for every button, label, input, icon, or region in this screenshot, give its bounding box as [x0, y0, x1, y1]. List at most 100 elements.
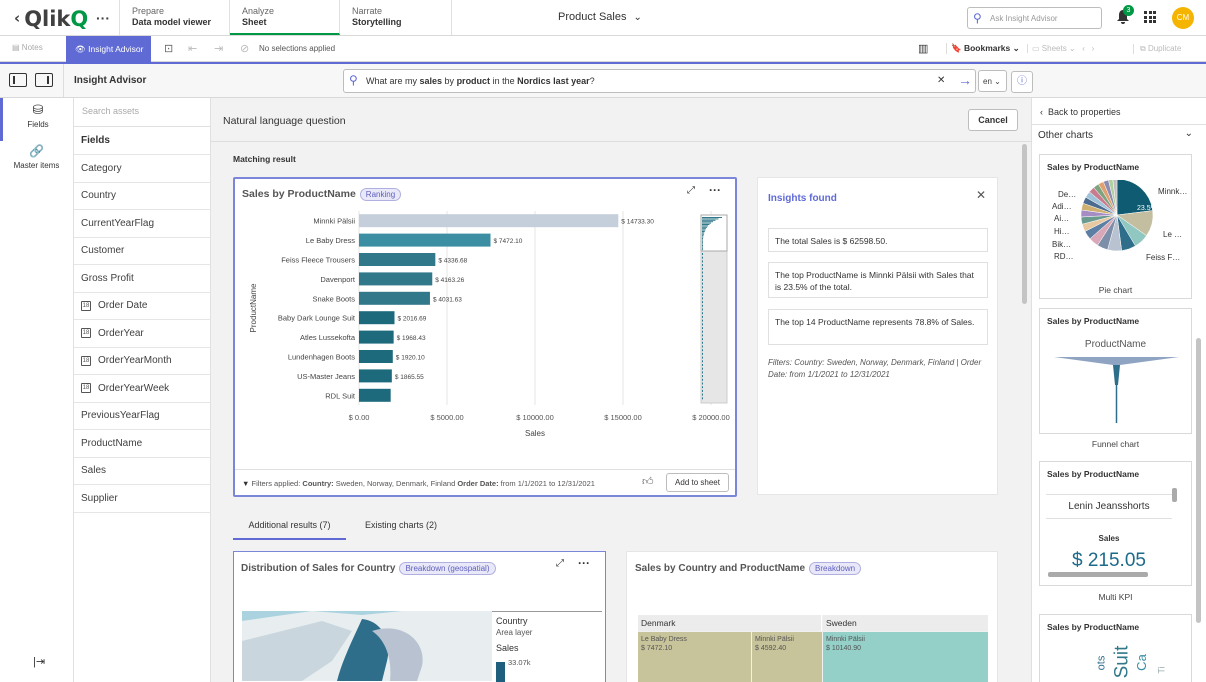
bar[interactable] — [359, 272, 433, 286]
toggle-left-panel-icon[interactable] — [9, 73, 27, 87]
tab-narrate[interactable]: Narrate Storytelling — [340, 0, 452, 35]
tab-existing-charts[interactable]: Existing charts (2) — [364, 520, 438, 530]
bar[interactable] — [359, 214, 619, 228]
field-item[interactable]: 18 OrderYear — [74, 320, 210, 348]
info-icon[interactable]: ⓘ — [1011, 71, 1033, 93]
mini-bar — [702, 278, 703, 281]
more-options-icon[interactable]: ··· — [709, 183, 721, 197]
submit-arrow-icon[interactable]: → — [958, 72, 972, 88]
language-select[interactable]: en ⌄ — [978, 70, 1007, 92]
funnel-dimension-label: ProductName — [1084, 339, 1147, 350]
insight-advisor-button[interactable]: 👁 Insight Advisor — [66, 36, 151, 62]
tab-prepare[interactable]: Prepare Data model viewer — [119, 0, 230, 35]
ask-insight-advisor-input[interactable]: ⚲ Ask Insight Advisor — [967, 7, 1102, 29]
field-item[interactable]: PreviousYearFlag — [74, 403, 210, 430]
thumb-title: Sales by ProductName — [1047, 162, 1140, 172]
more-options-icon[interactable]: ··· — [578, 556, 590, 570]
field-item[interactable]: Sales — [74, 458, 210, 485]
other-charts-header[interactable]: Other charts ⌄ — [1038, 128, 1193, 141]
sheets-button[interactable]: ▭ Sheets ⌄ ‹ › — [1027, 44, 1094, 53]
nl-query-input[interactable]: ⚲ What are my sales by product in the No… — [343, 69, 976, 93]
fields-header: Fields — [74, 127, 210, 155]
bar[interactable] — [359, 330, 394, 344]
notes-button[interactable]: ▤ Notes — [12, 43, 43, 52]
bar[interactable] — [359, 233, 491, 247]
mini-bar — [702, 247, 703, 249]
mini-bar — [702, 226, 707, 228]
treemap-cell[interactable]: Minnki Pälsii $ 10140.90 — [823, 632, 988, 682]
clear-query-icon[interactable]: ✕ — [937, 75, 946, 86]
legend-country: Country — [496, 616, 528, 626]
treemap-cell[interactable]: Le Baby Dress $ 7472.10 — [638, 632, 751, 682]
sweden-area — [337, 619, 389, 681]
field-item[interactable]: ProductName — [74, 430, 210, 458]
smart-search-icon[interactable]: ⊡ — [164, 43, 174, 55]
step-back-icon[interactable]: ⇤ — [188, 43, 198, 55]
chart-card[interactable]: Sales by ProductName Ranking ⤢ ··· $ 0.00… — [233, 177, 737, 497]
clear-selections-icon[interactable]: ⊘ — [240, 43, 250, 55]
pie-chart-thumb[interactable]: Sales by ProductName Minnk… De… Adi… Ai… Hi…… — [1039, 154, 1192, 299]
field-item[interactable]: CurrentYearFlag — [74, 210, 210, 238]
insight-advisor-title: Insight Advisor — [74, 75, 147, 86]
funnel-chart-thumb[interactable]: Sales by ProductName ProductName — [1039, 308, 1192, 434]
cancel-button[interactable]: Cancel — [968, 109, 1018, 131]
app-title[interactable]: Product Sales ⌄ — [558, 11, 642, 23]
rail-fields[interactable]: ⛁ Fields — [0, 98, 73, 141]
qlik-logo[interactable]: ‹ QlikQ — [14, 7, 89, 31]
treemap-card[interactable]: Sales by Country and ProductName Breakdow… — [626, 551, 998, 682]
field-item[interactable]: Category — [74, 155, 210, 183]
notifications-bell-icon[interactable]: 3 — [1116, 5, 1134, 25]
data-label: $ 1968.43 — [397, 335, 426, 342]
toggle-right-panel-icon[interactable] — [35, 73, 53, 87]
bar-chart[interactable]: $ 0.00 $ 5000.00 $ 10000.00 $ 15000.00 $ 200… — [235, 209, 735, 467]
map-card[interactable]: Distribution of Sales for Country Breakdo… — [233, 551, 606, 682]
chart-icon[interactable]: ▥ — [918, 43, 929, 55]
field-item[interactable]: 18 OrderYearMonth — [74, 348, 210, 375]
treemap[interactable]: Denmark Sweden Le Baby Dress $ 7472.10 Mi… — [638, 615, 988, 682]
filter-icon: ▼ — [242, 479, 250, 488]
bar[interactable] — [359, 311, 395, 325]
field-item[interactable]: Country — [74, 183, 210, 210]
close-icon[interactable]: ✕ — [976, 188, 987, 202]
field-label: OrderYearMonth — [98, 355, 172, 367]
map[interactable] — [242, 611, 492, 681]
bar[interactable] — [359, 369, 392, 383]
field-item[interactable]: 18 OrderYearWeek — [74, 375, 210, 403]
multi-kpi-thumb[interactable]: Sales by ProductName Lenin Jeansshorts S… — [1039, 461, 1192, 586]
back-chevron-icon[interactable]: ‹ — [14, 9, 21, 27]
expand-icon[interactable]: ⤢ — [687, 185, 695, 196]
pie-label: Le … — [1163, 230, 1182, 239]
more-menu-button[interactable]: ··· — [96, 10, 110, 26]
word-cloud-thumb[interactable]: Sales by ProductName ots Suit Ca Ti — [1039, 614, 1192, 682]
pie-chart-mini: Minnk… De… Adi… Ai… Hi… Bik… RD… Le … Feiss F… 23… — [1052, 180, 1187, 262]
field-item[interactable]: 18 Order Date — [74, 293, 210, 320]
bar[interactable] — [359, 291, 430, 305]
main-scrollbar[interactable] — [1022, 144, 1027, 304]
kpi-scrollbar[interactable] — [1172, 488, 1177, 502]
treemap-cell[interactable]: Minnki Pälsii $ 4592.40 — [752, 632, 822, 682]
tab-additional-results[interactable]: Additional results (7) — [233, 512, 346, 540]
field-item[interactable]: Supplier — [74, 485, 210, 513]
bar[interactable] — [359, 388, 391, 402]
apps-grid-icon[interactable] — [1144, 11, 1156, 23]
add-to-sheet-button[interactable]: Add to sheet — [666, 473, 729, 492]
duplicate-button[interactable]: ⧉ Duplicate — [1133, 44, 1181, 54]
field-item[interactable]: Gross Profit — [74, 265, 210, 293]
search-assets-input[interactable]: Search assets — [74, 98, 210, 127]
collapse-panel-icon[interactable]: |⇥ — [33, 656, 46, 668]
nlq-title: Natural language question — [223, 115, 346, 127]
bar[interactable] — [359, 253, 436, 266]
rail-master-items[interactable]: 🔗 Master items — [0, 144, 73, 180]
step-forward-icon[interactable]: ⇥ — [214, 43, 224, 55]
kpi-dimension-value: Lenin Jeansshorts — [1046, 494, 1172, 519]
back-to-properties[interactable]: ‹ Back to properties — [1032, 98, 1206, 125]
tab-analyze[interactable]: Analyze Sheet — [230, 0, 340, 35]
expand-icon[interactable]: ⤢ — [556, 558, 564, 569]
right-panel-scrollbar[interactable] — [1196, 338, 1201, 623]
bar[interactable] — [359, 350, 393, 363]
bookmarks-button[interactable]: 🔖 Bookmarks ⌄ — [946, 43, 1020, 54]
kpi-hscrollbar[interactable] — [1048, 572, 1148, 577]
avatar[interactable]: CM — [1172, 7, 1194, 29]
field-item[interactable]: Customer — [74, 238, 210, 265]
thumbs-up-icon[interactable]: 👍︎ — [642, 476, 654, 488]
